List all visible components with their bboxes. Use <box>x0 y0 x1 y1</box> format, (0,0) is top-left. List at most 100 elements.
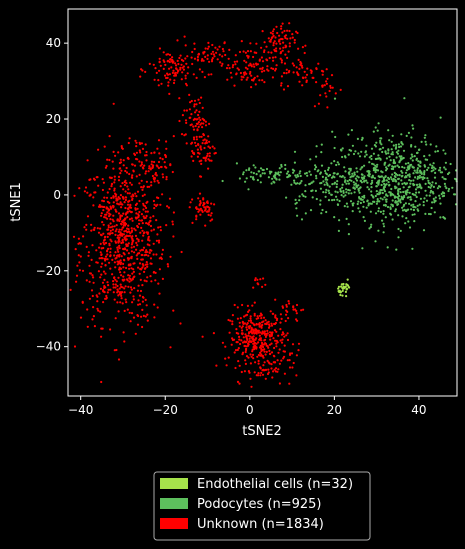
data-point <box>166 205 169 208</box>
data-point <box>268 334 271 337</box>
data-point <box>431 201 434 204</box>
data-point <box>138 294 142 297</box>
data-point <box>267 176 270 179</box>
data-point <box>384 198 387 201</box>
data-point <box>120 241 123 245</box>
data-point <box>158 60 161 63</box>
data-point <box>333 146 336 150</box>
data-point <box>112 291 115 294</box>
data-point <box>270 324 274 327</box>
data-point <box>158 47 161 50</box>
data-point <box>282 350 285 353</box>
data-point <box>326 106 329 109</box>
data-point <box>231 323 234 326</box>
data-point <box>112 280 115 283</box>
data-point <box>117 175 121 178</box>
data-point <box>423 164 426 167</box>
data-point <box>428 194 431 197</box>
data-point <box>180 63 183 66</box>
data-point <box>109 238 112 241</box>
data-point <box>178 119 181 123</box>
data-point <box>297 73 300 77</box>
data-point <box>354 177 357 180</box>
data-point <box>394 172 398 176</box>
data-point <box>424 140 427 143</box>
data-point <box>379 139 382 143</box>
data-point <box>141 300 144 303</box>
data-point <box>285 313 288 316</box>
data-point <box>259 354 262 357</box>
data-point <box>140 315 143 318</box>
data-point <box>291 343 295 346</box>
data-point <box>425 143 428 146</box>
data-point <box>123 309 126 312</box>
data-point <box>150 262 153 265</box>
data-point <box>168 92 171 95</box>
data-point <box>290 183 293 186</box>
data-point <box>242 171 245 174</box>
data-point <box>368 156 371 159</box>
data-point <box>269 310 272 313</box>
data-point <box>124 190 127 193</box>
data-point <box>336 161 339 164</box>
data-point <box>377 180 380 183</box>
data-point <box>265 334 268 337</box>
data-point <box>257 317 260 320</box>
data-point <box>258 79 261 82</box>
data-point <box>335 185 338 189</box>
data-point <box>198 116 201 119</box>
data-point <box>270 332 273 335</box>
data-point <box>292 308 295 311</box>
plot-frame <box>67 8 458 397</box>
data-point <box>97 270 100 273</box>
data-point <box>108 233 111 236</box>
data-point <box>317 62 320 65</box>
data-point <box>394 210 397 213</box>
data-point <box>128 277 131 280</box>
data-point <box>224 357 227 360</box>
data-point <box>315 197 318 201</box>
data-point <box>235 73 238 76</box>
data-point <box>428 182 431 185</box>
data-point <box>304 184 307 187</box>
data-point <box>252 63 255 66</box>
data-point <box>243 344 246 348</box>
data-point <box>130 195 133 198</box>
data-point <box>326 77 329 80</box>
data-point <box>295 374 298 377</box>
data-point <box>391 134 394 137</box>
data-point <box>141 266 144 269</box>
data-point <box>397 143 400 146</box>
data-point <box>382 225 386 228</box>
data-point <box>367 204 370 207</box>
data-point <box>298 195 301 198</box>
data-point <box>91 294 94 298</box>
data-point <box>113 181 116 184</box>
data-point <box>105 196 109 199</box>
data-point <box>88 297 91 300</box>
data-point <box>381 219 384 222</box>
data-point <box>153 316 156 319</box>
data-point <box>197 208 200 211</box>
data-point <box>379 189 382 192</box>
data-point <box>87 251 90 254</box>
data-point <box>144 298 147 301</box>
data-point <box>121 182 124 185</box>
data-point <box>414 188 418 191</box>
data-point <box>152 63 155 66</box>
data-point <box>347 133 350 136</box>
data-point <box>333 198 336 201</box>
data-point <box>88 280 91 283</box>
data-point <box>355 167 358 170</box>
data-point <box>320 151 323 154</box>
data-point <box>449 162 452 166</box>
data-point <box>98 257 101 260</box>
data-point <box>320 164 324 167</box>
data-point <box>210 202 213 205</box>
data-point <box>119 283 122 286</box>
data-point <box>265 350 268 353</box>
data-point <box>305 79 308 82</box>
data-point <box>256 278 259 281</box>
data-point <box>186 55 189 58</box>
data-point <box>375 165 378 168</box>
